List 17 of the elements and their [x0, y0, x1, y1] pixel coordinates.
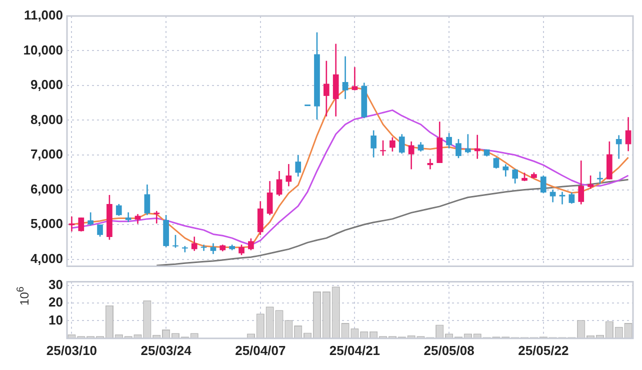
y-tick-label: 8,000	[30, 112, 63, 127]
x-tick-label: 25/05/22	[518, 342, 569, 358]
y-tick-label: 30	[48, 276, 63, 292]
x-tick-label: 25/04/21	[329, 342, 380, 358]
y-tick-label: 5,000	[30, 216, 63, 232]
y-tick-label: 10,000	[23, 42, 63, 58]
x-tick-label: 25/05/08	[424, 342, 474, 358]
y-tick-label: 10	[48, 312, 63, 328]
y-tick-label: 20	[48, 294, 63, 310]
x-tick-label: 25/04/07	[235, 342, 286, 358]
x-tick-label: 25/03/10	[46, 342, 98, 358]
y-tick-label: 11,000	[24, 8, 63, 23]
y-tick-label: 4,000	[30, 250, 63, 266]
y-tick-label: 7,000	[30, 146, 63, 162]
y-tick-label: 6,000	[30, 181, 63, 196]
y-tick-label: 9,000	[30, 77, 63, 92]
x-tick-label: 25/03/24	[140, 342, 192, 358]
